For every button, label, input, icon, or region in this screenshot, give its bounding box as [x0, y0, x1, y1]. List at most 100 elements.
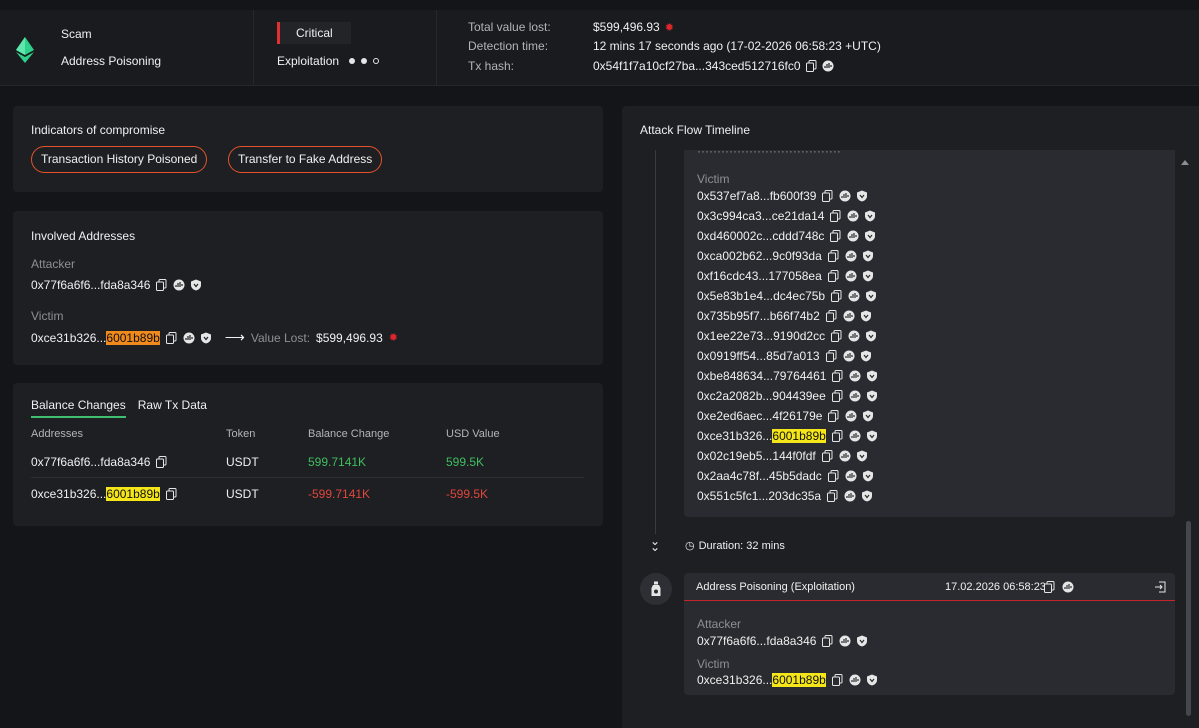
victim-address[interactable]: 0x3c994ca3...ce21da14	[697, 209, 825, 223]
copy-icon[interactable]	[825, 310, 837, 322]
scrollbar-thumb[interactable]	[1186, 521, 1191, 716]
etherscan-icon[interactable]	[847, 230, 859, 242]
copy-icon[interactable]	[827, 470, 839, 482]
event-attacker-address[interactable]: 0x77f6a6f6...fda8a346	[697, 634, 817, 648]
indicator-transaction-history-poisoned[interactable]: Transaction History Poisoned	[31, 146, 208, 173]
copy-icon[interactable]	[827, 250, 839, 262]
copy-icon[interactable]	[827, 270, 839, 282]
shield-icon[interactable]	[860, 350, 871, 362]
copy-icon[interactable]	[831, 430, 843, 442]
copy-icon[interactable]	[156, 456, 167, 468]
victim-address[interactable]: 0xca002b62...9c0f93da	[697, 249, 822, 263]
etherscan-icon[interactable]	[849, 370, 861, 382]
etherscan-icon[interactable]	[839, 450, 851, 462]
etherscan-icon[interactable]	[839, 190, 851, 202]
victim-address[interactable]: 0xce31b326...6001b89b	[31, 330, 160, 345]
etherscan-icon[interactable]	[839, 635, 851, 647]
copy-icon[interactable]	[831, 290, 842, 302]
tab-raw-tx-data[interactable]: Raw Tx Data	[137, 398, 207, 412]
shield-icon[interactable]	[862, 270, 873, 282]
copy-icon[interactable]	[825, 350, 837, 362]
copy-icon[interactable]	[165, 331, 177, 344]
event-card[interactable]: Address Poisoning (Exploitation) 17.02.2…	[684, 573, 1175, 695]
victim-address[interactable]: 0x551c5fc1...203dc35a	[697, 489, 822, 503]
row-address[interactable]: 0xce31b326...6001b89b	[31, 487, 160, 501]
shield-icon[interactable]	[864, 230, 876, 242]
victim-address[interactable]: 0x0919ff54...85d7a013	[697, 349, 820, 363]
open-external-icon[interactable]	[1154, 581, 1166, 593]
copy-icon[interactable]	[156, 279, 167, 291]
shield-icon[interactable]	[866, 674, 877, 686]
etherscan-icon[interactable]	[847, 210, 859, 222]
etherscan-icon[interactable]	[849, 390, 861, 402]
copy-icon[interactable]	[831, 390, 843, 402]
etherscan-icon[interactable]	[843, 350, 855, 362]
etherscan-icon[interactable]	[843, 310, 855, 322]
victim-address[interactable]: 0xe2ed6aec...4f26179e	[697, 409, 823, 423]
shield-icon[interactable]	[865, 290, 877, 302]
indicator-transfer-to-fake-address[interactable]: Transfer to Fake Address	[228, 146, 383, 173]
copy-icon[interactable]	[805, 60, 817, 72]
victim-address[interactable]: 0x5e83b1e4...dc4ec75b	[697, 289, 826, 303]
etherscan-icon[interactable]	[849, 674, 861, 686]
event-victim-address[interactable]: 0xce31b326...6001b89b	[697, 673, 826, 687]
copy-icon[interactable]	[1044, 581, 1055, 593]
copy-icon[interactable]	[822, 635, 833, 647]
copy-icon[interactable]	[830, 210, 841, 222]
shield-icon[interactable]	[861, 490, 873, 502]
shield-icon[interactable]	[866, 430, 877, 442]
etherscan-icon[interactable]	[845, 410, 857, 422]
victim-address[interactable]: 0xc2a2082b...904439ee	[697, 389, 826, 403]
copy-icon[interactable]	[831, 330, 842, 342]
shield-icon[interactable]	[200, 332, 211, 344]
etherscan-icon[interactable]	[845, 270, 857, 282]
etherscan-icon[interactable]	[845, 250, 857, 262]
shield-icon[interactable]	[856, 635, 868, 647]
victim-address[interactable]: 0x2aa4c78f...45b5dadc	[697, 469, 822, 483]
timeline-victims-card[interactable]: ···································· Vic…	[684, 150, 1175, 517]
victim-address[interactable]: 0xf16cdc43...177058ea	[697, 269, 822, 283]
copy-icon[interactable]	[828, 410, 839, 422]
victim-address[interactable]: 0x735b95f7...b66f74b2	[697, 309, 820, 323]
list-item: 0x2aa4c78f...45b5dadc	[697, 469, 873, 483]
etherscan-icon[interactable]	[845, 470, 857, 482]
shield-icon[interactable]	[862, 470, 873, 482]
value-lost: $599,496.93	[316, 330, 383, 345]
etherscan-icon[interactable]	[173, 279, 185, 291]
shield-icon[interactable]	[864, 210, 876, 222]
detection-time-label: Detection time:	[468, 39, 549, 53]
shield-icon[interactable]	[856, 450, 867, 462]
shield-icon[interactable]	[190, 279, 202, 291]
shield-icon[interactable]	[866, 390, 877, 402]
shield-icon[interactable]	[862, 410, 874, 422]
tab-balance-changes[interactable]: Balance Changes	[31, 398, 126, 418]
shield-icon[interactable]	[862, 250, 873, 262]
copy-icon[interactable]	[832, 370, 843, 382]
etherscan-icon[interactable]	[849, 430, 861, 442]
etherscan-icon[interactable]	[1062, 581, 1074, 593]
copy-icon[interactable]	[827, 490, 838, 502]
victim-address[interactable]: 0x537ef7a8...fb600f39	[697, 189, 817, 203]
victim-address[interactable]: 0x1ee22e73...9190d2cc	[697, 329, 826, 343]
shield-icon[interactable]	[860, 310, 871, 322]
copy-icon[interactable]	[165, 488, 177, 500]
row-address[interactable]: 0x77f6a6f6...fda8a346	[31, 455, 151, 469]
copy-icon[interactable]	[830, 230, 841, 242]
etherscan-icon[interactable]	[848, 330, 860, 342]
victim-address[interactable]: 0xd460002c...cddd748c	[697, 229, 825, 243]
shield-icon[interactable]	[866, 370, 878, 382]
etherscan-icon[interactable]	[844, 490, 856, 502]
copy-icon[interactable]	[822, 190, 833, 202]
shield-icon[interactable]	[865, 330, 877, 342]
victim-address[interactable]: 0xbe848634...79764461	[697, 369, 827, 383]
attacker-address[interactable]: 0x77f6a6f6...fda8a346	[31, 278, 151, 292]
copy-icon[interactable]	[831, 674, 843, 686]
etherscan-icon[interactable]	[822, 60, 834, 72]
etherscan-icon[interactable]	[848, 290, 860, 302]
copy-icon[interactable]	[821, 450, 833, 462]
etherscan-icon[interactable]	[183, 332, 195, 344]
scroll-up-icon[interactable]	[1181, 160, 1189, 165]
shield-icon[interactable]	[856, 190, 868, 202]
victim-address[interactable]: 0x02c19eb5...144f0fdf	[697, 449, 816, 463]
victim-address[interactable]: 0xce31b326...6001b89b	[697, 429, 826, 443]
